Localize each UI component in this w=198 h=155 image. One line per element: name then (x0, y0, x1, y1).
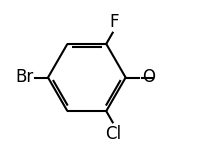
Text: Cl: Cl (105, 125, 121, 143)
Text: F: F (109, 13, 119, 31)
Text: Br: Br (15, 69, 33, 86)
Text: O: O (142, 69, 155, 86)
